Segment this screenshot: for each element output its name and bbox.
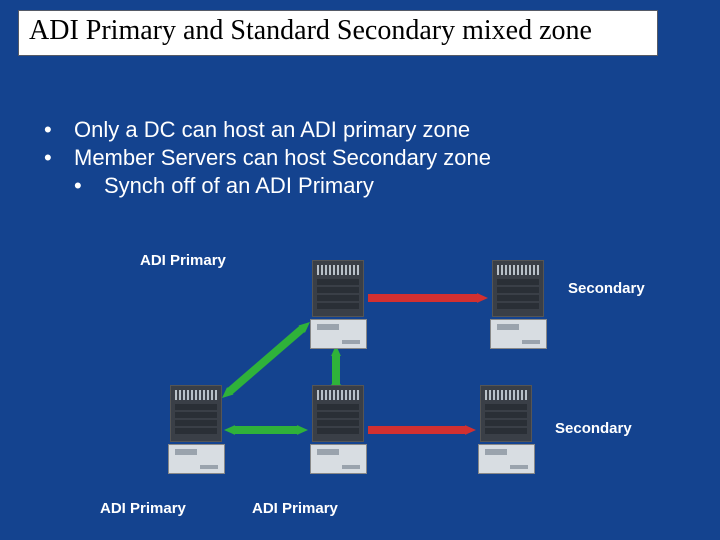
server-icon [168, 385, 223, 470]
server-icon [490, 260, 545, 345]
server-icon [310, 385, 365, 470]
server-label: Secondary [555, 420, 632, 437]
server-label: ADI Primary [252, 500, 338, 517]
server-label: ADI Primary [140, 252, 226, 269]
server-icon [478, 385, 533, 470]
diagram: ADI Primary Secondary ADI Primary ADI Prima… [0, 0, 720, 540]
server-label: ADI Primary [100, 500, 186, 517]
server-icon [310, 260, 365, 345]
server-label: Secondary [568, 280, 645, 297]
arrow-line [229, 328, 302, 391]
